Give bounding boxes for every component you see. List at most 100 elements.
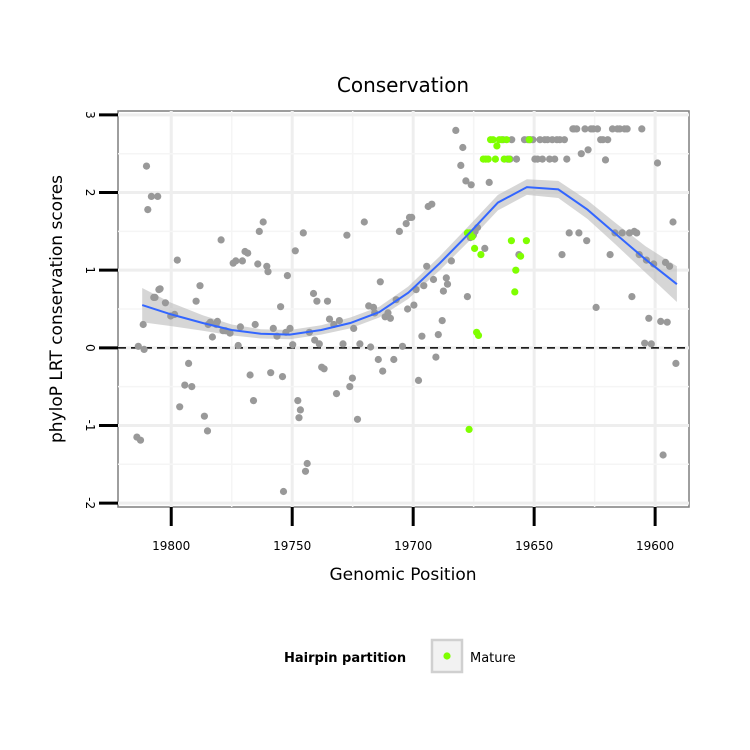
data-point: [592, 303, 600, 311]
data-point: [604, 136, 612, 144]
data-point: [659, 451, 667, 459]
data-point: [645, 314, 653, 322]
gridlines: [118, 111, 689, 507]
data-point: [335, 317, 343, 325]
data-point: [429, 275, 438, 284]
legend-key-mature: [443, 652, 451, 660]
mature-point: [512, 266, 520, 274]
data-point: [447, 257, 455, 265]
data-point: [384, 309, 392, 317]
data-point: [263, 262, 271, 270]
data-point: [666, 262, 674, 270]
data-point: [452, 126, 460, 134]
data-point: [558, 251, 566, 259]
data-point: [343, 231, 351, 239]
data-point: [376, 278, 384, 286]
y-tick-label: 2: [83, 189, 97, 197]
data-point: [467, 181, 475, 189]
data-point: [151, 293, 159, 301]
y-axis-title: phyloP LRT conservation scores: [47, 175, 67, 443]
data-point: [234, 341, 242, 350]
data-point: [402, 220, 410, 228]
mature-point: [471, 244, 479, 252]
data-point: [353, 415, 362, 423]
data-point: [628, 293, 636, 301]
data-point: [161, 299, 169, 307]
legend: Hairpin partition Mature: [284, 638, 516, 674]
mature-point: [493, 142, 501, 150]
data-point: [320, 365, 328, 373]
data-point: [618, 229, 626, 237]
data-point: [439, 287, 447, 295]
mature-point: [507, 237, 515, 245]
data-point: [442, 274, 450, 282]
mature-point: [511, 288, 519, 296]
data-point: [144, 206, 152, 214]
data-point: [432, 353, 440, 361]
data-point: [348, 374, 356, 382]
mature-point: [505, 155, 513, 163]
data-point: [390, 355, 398, 364]
data-point: [203, 427, 212, 435]
data-point: [367, 343, 375, 351]
mature-point: [465, 425, 473, 433]
data-point: [583, 237, 591, 245]
mature-point: [503, 136, 511, 144]
data-point: [485, 178, 493, 186]
data-point: [434, 331, 442, 339]
y-tick-label: 1: [83, 266, 97, 274]
data-point: [301, 467, 310, 475]
mature-point: [477, 251, 485, 259]
data-point: [313, 297, 321, 305]
data-point: [374, 355, 382, 364]
data-point: [295, 414, 303, 422]
data-point: [192, 297, 200, 305]
data-point: [323, 297, 332, 305]
data-point: [410, 301, 418, 309]
data-point: [379, 367, 387, 375]
data-point: [269, 324, 277, 332]
confidence-band: [142, 179, 677, 340]
data-point: [573, 125, 581, 133]
data-point: [255, 227, 263, 235]
data-point: [414, 376, 423, 384]
data-point: [142, 162, 151, 170]
data-point: [332, 390, 341, 398]
data-point: [398, 342, 407, 350]
x-tick-label: 19700: [394, 539, 432, 553]
data-point: [360, 218, 368, 226]
data-point: [181, 381, 189, 389]
data-point: [633, 229, 641, 237]
data-point: [251, 320, 259, 329]
confidence-ribbon: [142, 179, 677, 340]
data-point: [650, 260, 658, 268]
chart-title: Conservation: [337, 73, 469, 97]
data-point: [423, 262, 431, 270]
data-point: [560, 136, 569, 144]
data-point: [669, 218, 677, 226]
x-tick-label: 19750: [273, 539, 311, 553]
data-points: [133, 125, 680, 496]
data-point: [139, 320, 147, 329]
data-point: [428, 200, 436, 208]
data-point: [196, 282, 204, 290]
data-point: [136, 436, 145, 444]
x-tick-label: 19800: [152, 539, 190, 553]
data-point: [420, 282, 428, 290]
data-point: [315, 340, 323, 348]
data-point: [173, 256, 181, 264]
data-point: [294, 397, 302, 405]
mature-point: [489, 136, 497, 144]
data-point: [236, 323, 244, 331]
smooth-line: [141, 186, 678, 336]
data-point: [551, 155, 559, 163]
legend-title: Hairpin partition: [284, 651, 406, 666]
data-point: [156, 285, 164, 293]
axes: -2 -1 0 1 2 3 19800 19750 19700 19650 19600: [83, 111, 674, 553]
data-point: [176, 403, 184, 411]
mature-point: [525, 136, 533, 144]
data-point: [154, 192, 162, 200]
data-point: [575, 229, 583, 237]
data-point: [601, 156, 610, 164]
